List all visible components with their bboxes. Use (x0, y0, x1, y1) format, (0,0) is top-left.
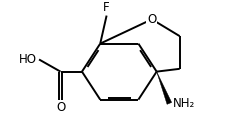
Text: HO: HO (19, 53, 37, 66)
Text: NH₂: NH₂ (173, 97, 195, 110)
Text: F: F (103, 1, 110, 14)
Text: F: F (103, 1, 110, 14)
Polygon shape (157, 72, 172, 104)
Text: O: O (147, 13, 156, 26)
Text: O: O (56, 101, 65, 114)
